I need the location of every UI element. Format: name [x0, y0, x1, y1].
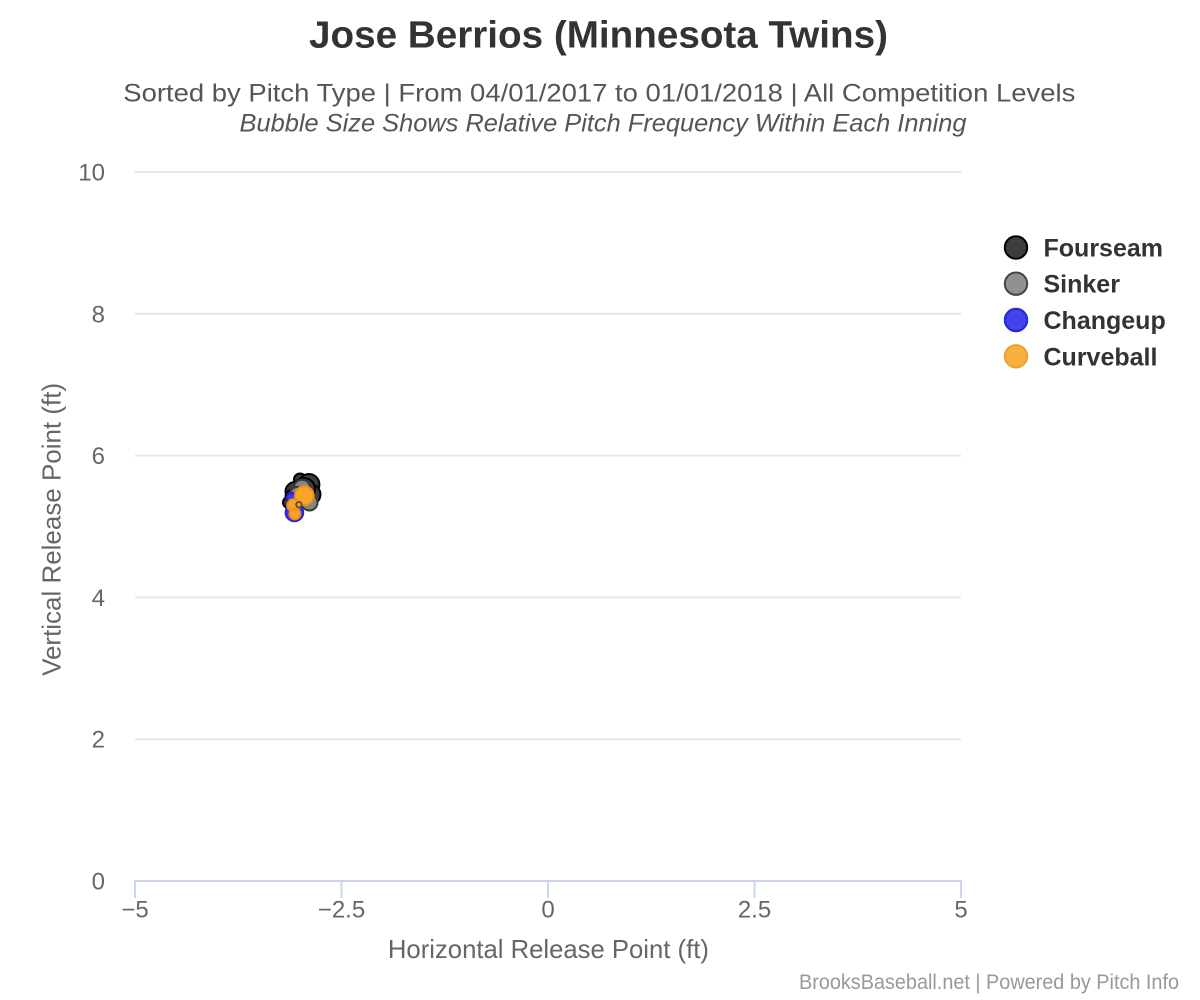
svg-text:BrooksBaseball.net | Powered b: BrooksBaseball.net | Powered by Pitch In… — [799, 970, 1179, 994]
svg-text:Curveball: Curveball — [1044, 343, 1158, 371]
svg-text:Bubble Size Shows Relative Pit: Bubble Size Shows Relative Pitch Frequen… — [240, 110, 967, 138]
svg-text:2: 2 — [92, 727, 105, 754]
svg-text:0: 0 — [92, 869, 105, 896]
svg-text:Jose Berrios (Minnesota Twins): Jose Berrios (Minnesota Twins) — [309, 15, 888, 57]
svg-text:2.5: 2.5 — [738, 897, 771, 924]
svg-text:5: 5 — [954, 897, 967, 924]
svg-text:Sinker: Sinker — [1044, 271, 1121, 299]
svg-text:4: 4 — [92, 585, 105, 612]
svg-text:8: 8 — [92, 301, 105, 328]
svg-text:0: 0 — [541, 897, 554, 924]
svg-text:10: 10 — [78, 160, 105, 187]
svg-text:−2.5: −2.5 — [318, 897, 365, 924]
svg-text:Changeup: Changeup — [1044, 307, 1166, 335]
svg-text:−5: −5 — [121, 897, 148, 924]
svg-text:Vertical Release Point (ft): Vertical Release Point (ft) — [37, 383, 67, 676]
svg-text:Fourseam: Fourseam — [1044, 235, 1163, 263]
svg-text:Horizontal Release Point (ft): Horizontal Release Point (ft) — [388, 934, 709, 964]
svg-text:Sorted by Pitch Type | From 04: Sorted by Pitch Type | From 04/01/2017 t… — [123, 80, 1075, 108]
svg-text:6: 6 — [92, 443, 105, 470]
